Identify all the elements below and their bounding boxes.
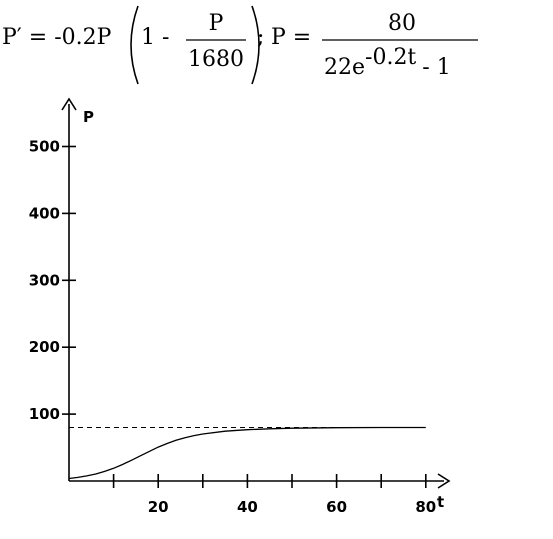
equation-lhs: P′ = -0.2P: [2, 25, 112, 50]
x-axis-arrow: [437, 473, 451, 489]
y-tick-label: 100: [29, 405, 60, 423]
axes: P t: [61, 97, 451, 511]
y-tick-label: 300: [29, 271, 60, 289]
left-paren: [130, 5, 139, 85]
y-tick-label: 400: [29, 204, 60, 222]
series-line: [68, 426, 426, 480]
fraction1-numerator: P: [209, 11, 224, 36]
fraction1-denominator: 1680: [188, 47, 244, 72]
y-axis-arrow: [61, 97, 77, 111]
x-axis-label: t: [437, 493, 444, 511]
x-tick-label: 20: [148, 498, 169, 516]
y-tick-label: 500: [29, 138, 60, 156]
y-tick-label: 200: [29, 338, 60, 356]
right-paren: [251, 5, 260, 85]
plot-area: [68, 426, 426, 480]
x-tick-label: 80: [415, 498, 436, 516]
fraction2-den-exp: -0.2t: [365, 45, 416, 70]
tick-group: 20 40 60 80 100 200 300 400 500: [29, 138, 437, 517]
y-axis-label: P: [83, 108, 94, 126]
equation: P′ = -0.2P 1 - P 1680 ; P = 80 22e-0.2t -…: [2, 5, 478, 85]
x-tick-label: 40: [237, 498, 258, 516]
fraction2-den-tail: - 1: [422, 55, 450, 80]
fraction2-den-base: 22e: [324, 55, 365, 80]
equation-semicolon: ;: [257, 25, 264, 50]
fraction2-numerator: 80: [388, 11, 416, 36]
x-tick-label: 60: [326, 498, 347, 516]
fraction2-denominator: 22e-0.2t - 1: [324, 45, 451, 80]
equation-one-minus: 1 -: [141, 25, 169, 50]
equation-p-equals: P =: [271, 25, 311, 50]
